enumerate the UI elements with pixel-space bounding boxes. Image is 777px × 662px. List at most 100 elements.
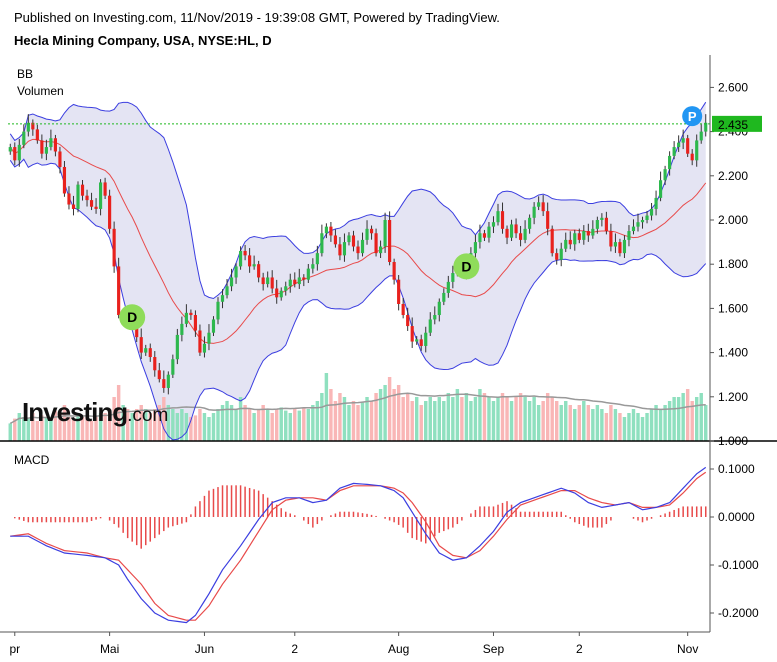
volume-bar xyxy=(518,393,523,441)
candle-body xyxy=(604,217,608,232)
volume-bar xyxy=(17,413,22,441)
candle-body xyxy=(35,129,39,141)
volume-bar xyxy=(238,397,243,441)
volume-bar xyxy=(216,409,220,441)
candle-body xyxy=(279,290,283,298)
candle-body xyxy=(528,217,532,229)
candle-body xyxy=(144,348,148,353)
p-marker-circle xyxy=(682,106,703,127)
candle-body xyxy=(311,264,315,269)
candle-body xyxy=(76,184,80,209)
candle-body xyxy=(383,220,387,247)
price-tick-label: 1.400 xyxy=(718,346,748,360)
volume-bar xyxy=(171,409,175,441)
candle-body xyxy=(8,147,12,152)
volume-bar xyxy=(451,397,455,441)
volume-bar xyxy=(189,417,193,441)
candle-body xyxy=(451,273,455,282)
candle-body xyxy=(180,323,184,335)
volume-bar xyxy=(460,397,464,441)
candle-body xyxy=(415,339,419,342)
volume-bar xyxy=(378,389,383,441)
volume-bar xyxy=(654,405,658,441)
volume-bar xyxy=(71,418,76,441)
time-tick-label: pr xyxy=(9,642,20,656)
candle-body xyxy=(108,195,112,229)
candle-body xyxy=(514,224,518,234)
candle-body xyxy=(351,235,356,247)
volume-bar xyxy=(8,423,12,441)
volume-bar xyxy=(26,418,31,441)
volume-bar xyxy=(351,401,356,441)
volume-bar xyxy=(631,409,636,441)
volume-bar xyxy=(595,405,600,441)
volume-bar xyxy=(505,397,509,441)
volume-bar xyxy=(333,401,338,441)
marker-label: D xyxy=(461,258,471,274)
volume-bar xyxy=(76,413,80,441)
volume-bar xyxy=(62,405,67,441)
d-marker-circle xyxy=(119,304,146,331)
candle-body xyxy=(392,261,396,280)
candle-body xyxy=(189,312,193,316)
candle-body xyxy=(202,343,207,353)
volume-bar xyxy=(302,407,306,441)
candle-body xyxy=(261,277,265,285)
candle-body xyxy=(220,295,225,302)
candle-body xyxy=(67,193,71,205)
volume-bar xyxy=(13,418,17,441)
candle-body xyxy=(62,166,67,194)
candle-body xyxy=(252,264,256,267)
candle-body xyxy=(329,226,333,236)
candle-body xyxy=(397,279,401,304)
candle-body xyxy=(419,339,423,346)
price-tick-label: 2.200 xyxy=(718,169,748,183)
candle-body xyxy=(85,195,89,201)
volume-bar xyxy=(604,413,609,441)
candle-body xyxy=(523,228,527,240)
volume-bar xyxy=(424,401,428,441)
candle-body xyxy=(568,239,572,245)
candle-body xyxy=(324,226,328,234)
volume-bar xyxy=(80,417,85,441)
candle-body xyxy=(654,197,658,209)
volume-bar xyxy=(591,409,595,441)
volume-bar xyxy=(234,409,238,441)
candle-body xyxy=(239,250,243,267)
volume-bar xyxy=(464,393,469,441)
last-price-tag-label: 2.435 xyxy=(718,118,748,132)
volume-bar xyxy=(500,393,505,441)
volume-bar xyxy=(473,397,478,441)
volume-bar xyxy=(139,405,143,441)
time-tick-label: Aug xyxy=(388,642,409,656)
candle-body xyxy=(546,211,550,229)
volume-bar xyxy=(392,389,396,441)
volume-bar xyxy=(401,397,405,441)
volume-bar xyxy=(478,389,482,441)
bb-label: BB xyxy=(17,67,33,81)
candle-body xyxy=(80,184,85,196)
volume-bar xyxy=(306,409,311,441)
macd-line xyxy=(10,466,707,624)
candle-body xyxy=(229,277,234,287)
candle-body xyxy=(645,215,649,220)
candle-body xyxy=(94,206,98,209)
volume-bar xyxy=(148,413,152,441)
last-price-tag-bg xyxy=(712,115,762,132)
volume-bar xyxy=(180,409,184,441)
volume-bar xyxy=(320,393,324,441)
volume-bar xyxy=(49,419,53,441)
candle-body xyxy=(31,122,35,130)
candle-body xyxy=(437,301,441,316)
volume-bar xyxy=(681,393,685,441)
candle-body xyxy=(659,180,663,198)
candle-body xyxy=(306,268,310,280)
volume-bar xyxy=(365,397,369,441)
volume-bar xyxy=(482,393,487,441)
candle-body xyxy=(347,235,351,243)
volume-bar xyxy=(527,401,532,441)
candle-body xyxy=(600,217,604,220)
macd-label: MACD xyxy=(14,453,50,467)
candle-body xyxy=(681,138,685,143)
candle-body xyxy=(496,211,500,223)
